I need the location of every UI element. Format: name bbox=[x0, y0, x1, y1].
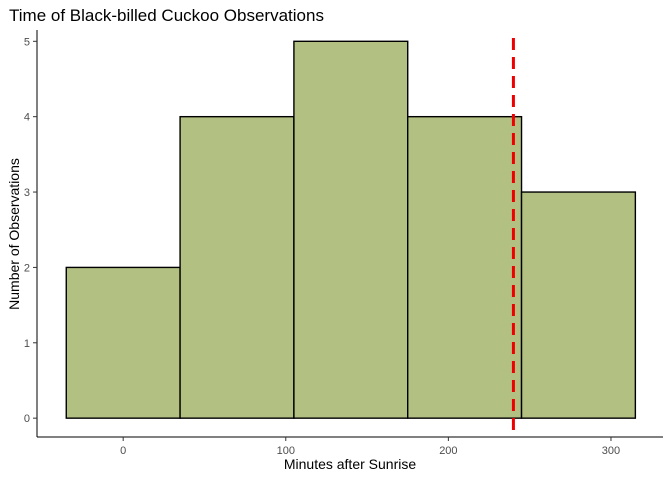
histogram-bar-0 bbox=[65, 266, 181, 419]
y-tick-label-5: 5 bbox=[24, 36, 30, 48]
x-axis-label: Minutes after Sunrise bbox=[284, 456, 416, 472]
histogram-bar-2 bbox=[293, 40, 409, 419]
y-tick-label-2: 2 bbox=[24, 262, 30, 274]
y-ticks-group: 0 1 2 3 4 5 bbox=[24, 36, 37, 425]
x-tick-label-0: 0 bbox=[120, 445, 126, 457]
bars-group bbox=[65, 40, 637, 419]
x-tick-label-2: 200 bbox=[439, 445, 457, 457]
histogram-bar-1 bbox=[179, 115, 295, 419]
y-tick-label-4: 4 bbox=[24, 112, 30, 124]
chart-title: Time of Black-billed Cuckoo Observations bbox=[9, 6, 324, 25]
x-tick-label-1: 100 bbox=[277, 445, 295, 457]
y-axis-label: Number of Observations bbox=[6, 158, 22, 310]
y-tick-label-3: 3 bbox=[24, 187, 30, 199]
histogram-bar-4 bbox=[520, 191, 637, 419]
y-tick-label-1: 1 bbox=[24, 338, 30, 350]
histogram-bar-3 bbox=[407, 115, 523, 419]
x-ticks-group: 0 100 200 300 bbox=[120, 437, 620, 457]
x-tick-label-3: 300 bbox=[602, 445, 620, 457]
y-tick-label-0: 0 bbox=[24, 413, 30, 425]
